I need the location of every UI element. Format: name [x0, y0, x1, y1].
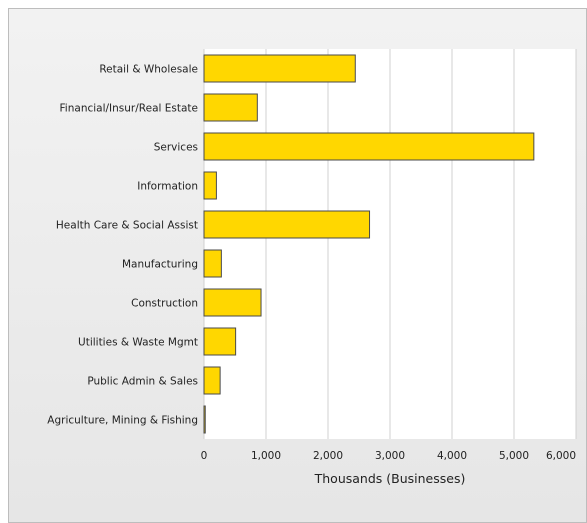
category-label: Retail & Wholesale	[99, 64, 198, 76]
x-tick-label: 4,000	[437, 450, 467, 462]
x-tick-label: 6,000	[546, 450, 576, 462]
category-label: Information	[137, 181, 198, 193]
x-tick-label: 5,000	[499, 450, 529, 462]
x-tick-label: 0	[201, 450, 208, 462]
bar[interactable]	[203, 54, 356, 83]
x-tick-labels: 0 1,000 2,000 3,000 4,000 5,000 6,000	[201, 450, 576, 462]
x-tick-label: 2,000	[313, 450, 343, 462]
category-label: Public Admin & Sales	[87, 376, 198, 388]
category-labels: Retail & Wholesale Financial/Insur/Real E…	[47, 64, 198, 427]
category-label: Health Care & Social Assist	[56, 220, 198, 232]
bar[interactable]	[203, 288, 262, 317]
bar[interactable]	[203, 327, 237, 356]
bar[interactable]	[203, 132, 535, 161]
category-label: Financial/Insur/Real Estate	[60, 103, 198, 115]
bar[interactable]	[203, 93, 258, 122]
bar[interactable]	[203, 171, 217, 200]
bar[interactable]	[203, 405, 206, 434]
category-label: Manufacturing	[122, 259, 198, 271]
category-label: Construction	[131, 298, 198, 310]
bars	[203, 54, 535, 434]
x-axis-title: Thousands (Businesses)	[314, 471, 466, 486]
x-tick-label: 3,000	[375, 450, 405, 462]
page-top-margin	[0, 0, 587, 8]
x-tick-label: 1,000	[251, 450, 281, 462]
category-label: Services	[154, 142, 198, 154]
category-label: Agriculture, Mining & Fishing	[47, 415, 198, 427]
bar[interactable]	[203, 366, 221, 395]
category-label: Utilities & Waste Mgmt	[78, 337, 198, 349]
bar[interactable]	[203, 210, 371, 239]
bar[interactable]	[203, 249, 222, 278]
